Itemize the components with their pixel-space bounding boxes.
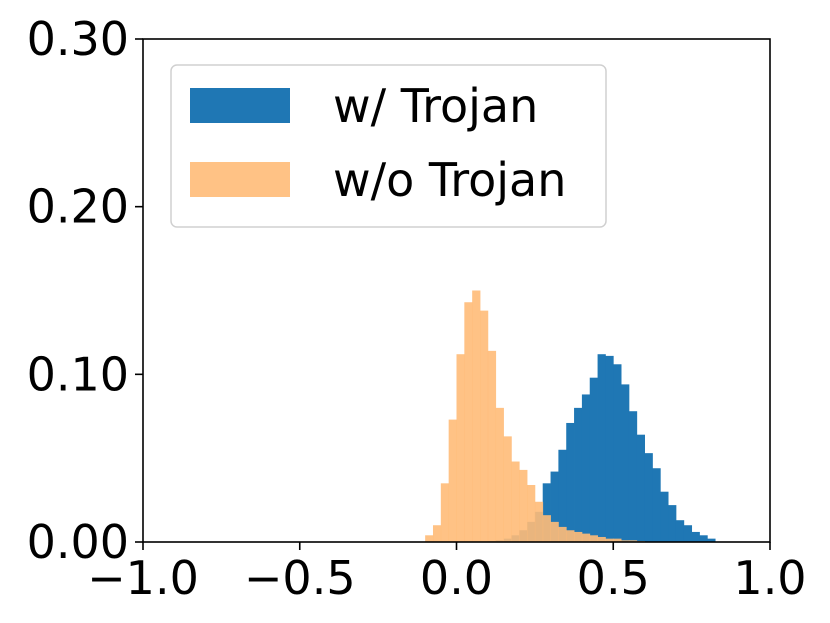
hist-bar-series-0-bin-11	[574, 407, 583, 542]
hist-bar-series-0-bin-19	[636, 434, 645, 542]
hist-bar-series-0-bin-14	[597, 354, 606, 542]
hist-bar-series-1-bin-9	[495, 407, 504, 542]
hist-bar-series-0-bin-16	[613, 364, 622, 542]
hist-bar-series-0-bin-8	[550, 471, 559, 542]
hist-bar-series-1-bin-12	[519, 469, 528, 542]
hist-bar-series-1-bin-14	[534, 501, 544, 542]
x-tick-label: 0.0	[420, 551, 493, 605]
y-tick-label: 0.10	[27, 347, 129, 401]
legend-label-wo-trojan: w/o Trojan	[333, 153, 566, 207]
hist-bar-series-0-bin-15	[605, 355, 614, 542]
hist-bar-series-0-bin-23	[668, 505, 677, 542]
hist-bar-series-0-bin-13	[589, 377, 598, 542]
hist-bar-series-0-bin-25	[683, 525, 693, 542]
legend-swatch-w-trojan	[190, 88, 290, 123]
hist-bar-series-0-bin-20	[644, 453, 653, 542]
hist-bar-series-1-bin-4	[456, 354, 465, 542]
hist-bar-series-0-bin-7	[542, 483, 551, 542]
x-tick-label: −1.0	[87, 551, 199, 605]
hist-bar-series-1-bin-1	[432, 525, 442, 542]
hist-bar-series-1-bin-10	[503, 436, 512, 542]
hist-bar-series-1-bin-21	[589, 535, 598, 542]
hist-bar-series-0-bin-9	[558, 449, 567, 542]
hist-bar-series-1-bin-23	[605, 538, 614, 542]
x-tick-label: −0.5	[244, 551, 356, 605]
hist-bar-series-1-bin-24	[613, 538, 622, 542]
y-tick-label: 0.00	[27, 515, 129, 569]
x-tick-label: 1.0	[733, 551, 806, 605]
hist-bar-series-0-bin-18	[628, 411, 638, 542]
hist-bar-series-0-bin-17	[621, 384, 630, 542]
x-tick-label: 0.5	[577, 551, 650, 605]
hist-bar-series-0-bin-21	[652, 468, 661, 542]
hist-bar-series-1-bin-25	[621, 540, 630, 542]
hist-bar-series-1-bin-26	[628, 540, 638, 542]
hist-bar-series-1-bin-17	[558, 526, 567, 542]
hist-bar-series-1-bin-3	[448, 419, 457, 542]
bars-layer	[425, 290, 716, 542]
hist-bar-series-1-bin-8	[487, 350, 497, 542]
hist-bar-series-1-bin-20	[581, 533, 591, 542]
y-tick-label: 0.20	[27, 180, 129, 234]
hist-bar-series-1-bin-15	[542, 515, 551, 542]
hist-bar-series-1-bin-18	[566, 530, 575, 542]
hist-bar-series-1-bin-13	[527, 484, 536, 542]
hist-bar-series-0-bin-28	[707, 538, 716, 542]
hist-bar-series-0-bin-26	[691, 531, 700, 542]
hist-bar-series-1-bin-19	[574, 531, 583, 542]
hist-bar-series-0-bin-27	[699, 535, 708, 542]
hist-bar-series-1-bin-11	[511, 461, 520, 542]
y-tick-label: 0.30	[27, 12, 129, 66]
hist-bar-series-0-bin-12	[581, 394, 591, 542]
legend-label-w-trojan: w/ Trojan	[333, 79, 538, 133]
hist-bar-series-1-bin-16	[550, 521, 559, 542]
hist-bar-series-1-bin-0	[425, 535, 434, 542]
hist-bar-series-0-bin-24	[675, 520, 685, 542]
hist-bar-series-1-bin-2	[440, 483, 450, 542]
hist-bar-series-0-bin-22	[660, 491, 669, 542]
hist-bar-series-1-bin-6	[472, 290, 481, 542]
hist-bar-series-1-bin-22	[597, 536, 606, 542]
hist-bar-series-1-bin-5	[464, 302, 473, 542]
legend: w/ Trojan w/o Trojan	[170, 64, 607, 228]
legend-swatch-wo-trojan	[190, 162, 290, 197]
hist-bar-series-0-bin-10	[566, 422, 575, 542]
hist-bar-series-1-bin-7	[480, 310, 489, 542]
ticks-layer: −1.0 −0.5 0.0 0.5 1.0 0.00 0.10 0.20 0.30	[27, 12, 807, 605]
